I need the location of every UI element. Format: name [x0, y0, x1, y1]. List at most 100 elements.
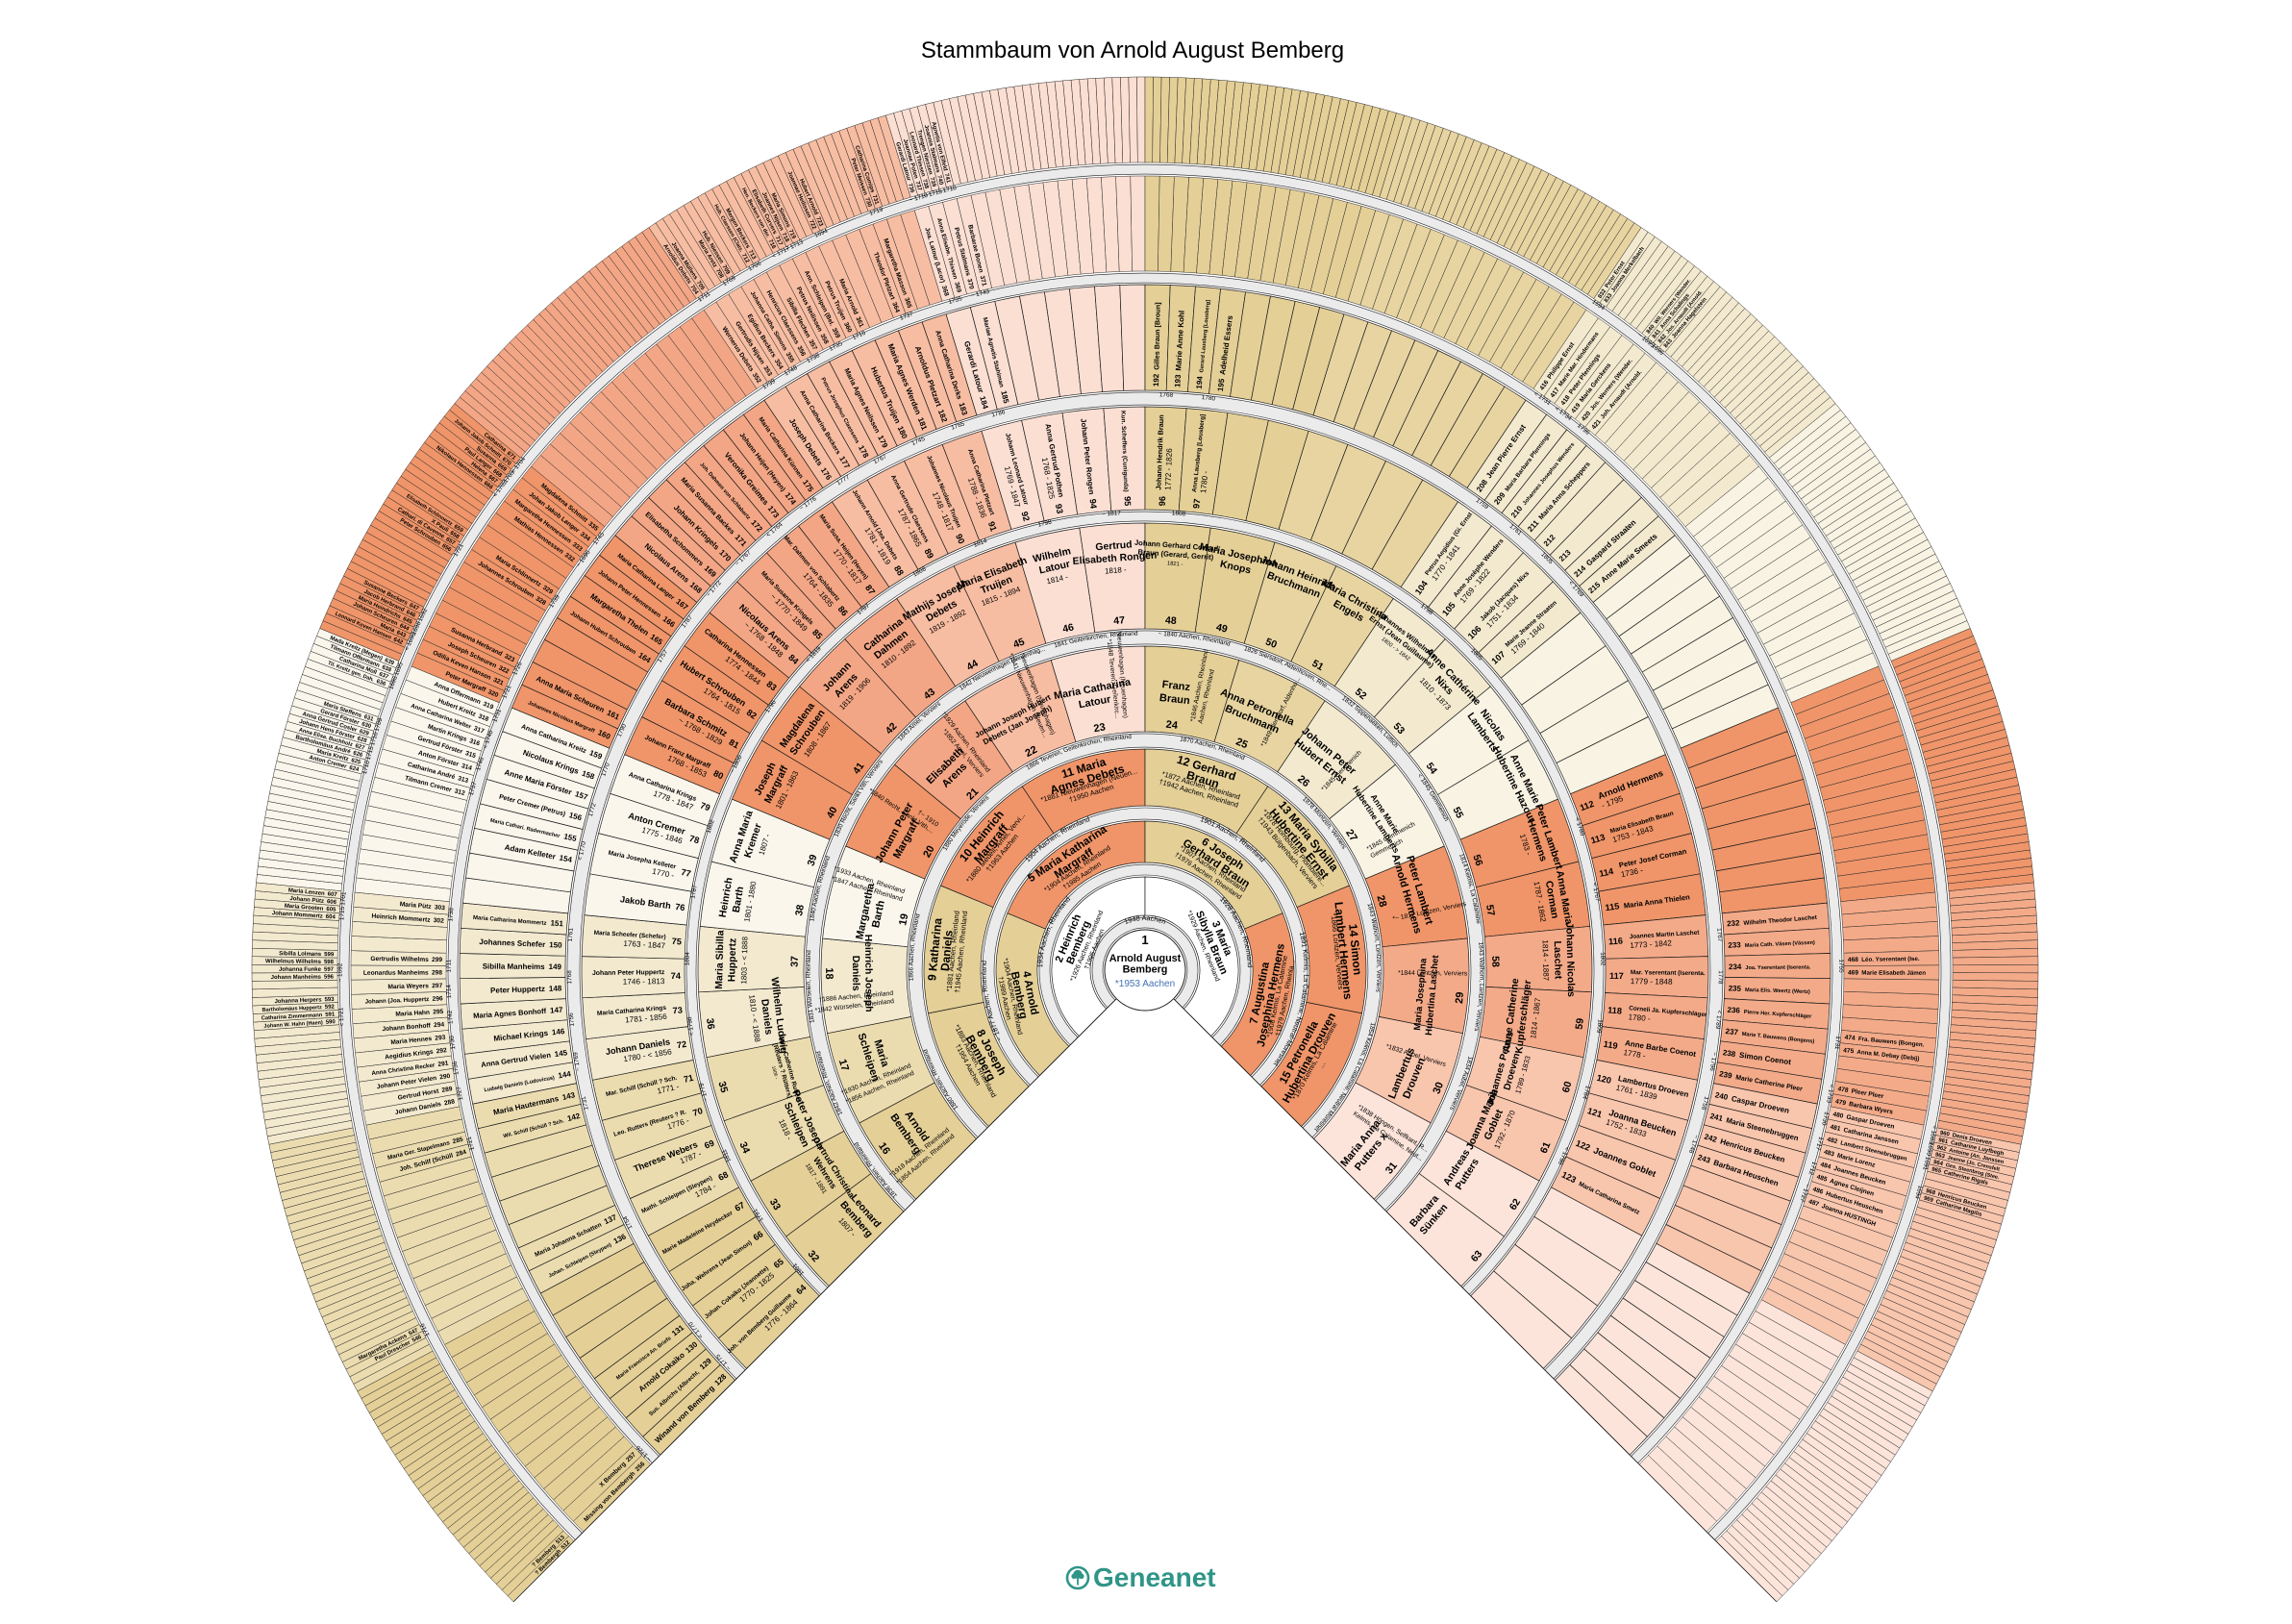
svg-text:1711: 1711: [446, 959, 453, 972]
svg-text:33: 33: [767, 1197, 783, 1212]
svg-text:19: 19: [897, 912, 910, 926]
svg-text:16: 16: [876, 1140, 892, 1157]
svg-text:Johann (Joa. Huppertz 296: Johann (Joa. Huppertz 296: [365, 995, 444, 1005]
svg-text:1831 Würselen, Rheinland: 1831 Würselen, Rheinland: [806, 950, 816, 1024]
svg-text:1821 -: 1821 -: [1167, 561, 1183, 567]
svg-text:20: 20: [921, 844, 936, 861]
svg-text:48: 48: [1165, 614, 1178, 627]
svg-text:1717: 1717: [1814, 1136, 1824, 1151]
svg-text:1814 - 1887: 1814 - 1887: [1541, 939, 1551, 981]
svg-text:Barth: Barth: [731, 886, 746, 913]
svg-text:1804: 1804: [685, 952, 691, 966]
svg-text:1809: 1809: [1595, 1019, 1604, 1034]
svg-text:1694: 1694: [1913, 1185, 1924, 1200]
svg-text:1: 1: [1141, 933, 1148, 947]
svg-text:Geneanet: Geneanet: [1093, 1562, 1216, 1592]
svg-text:Arnold August: Arnold August: [1109, 953, 1182, 964]
svg-text:23: 23: [1093, 721, 1107, 735]
svg-text:24: 24: [1165, 719, 1179, 732]
svg-text:1714: 1714: [446, 985, 453, 999]
svg-text:51: 51: [1310, 658, 1326, 673]
svg-text:< 1767: < 1767: [1591, 882, 1601, 902]
svg-text:1768: 1768: [1159, 391, 1174, 399]
svg-text:468 Léo. Yserentant (Ise.: 468 Léo. Yserentant (Ise.: [1848, 956, 1920, 963]
svg-text:31: 31: [1383, 1160, 1400, 1176]
svg-text:Stammbaum von Arnold August Be: Stammbaum von Arnold August Bemberg: [921, 37, 1344, 63]
svg-text:< 1789: < 1789: [1714, 1010, 1723, 1030]
svg-text:50: 50: [1264, 636, 1279, 650]
svg-text:30: 30: [1431, 1081, 1446, 1096]
svg-text:Gertrud: Gertrud: [1095, 539, 1133, 553]
svg-text:59: 59: [1574, 1017, 1586, 1030]
svg-text:1818 -: 1818 -: [1105, 565, 1128, 576]
svg-text:1719: 1719: [869, 206, 884, 217]
svg-text:44: 44: [964, 658, 980, 673]
svg-text:1786: 1786: [991, 409, 1007, 419]
svg-text:1768: 1768: [566, 970, 573, 985]
svg-text:469 Marie Elisabeth Jämen: 469 Marie Elisabeth Jämen: [1848, 970, 1926, 977]
svg-text:1772: 1772: [587, 802, 598, 817]
svg-text:Johann Bonhoff 294: Johann Bonhoff 294: [382, 1021, 445, 1033]
svg-text:Maria Weyers 297: Maria Weyers 297: [387, 983, 442, 990]
svg-text:*1953 Aachen: *1953 Aachen: [1115, 979, 1175, 989]
svg-text:< 1683: < 1683: [1928, 1124, 1938, 1144]
svg-text:18: 18: [823, 967, 835, 979]
svg-text:Catharina Zimmermann 591: Catharina Zimmermann 591: [262, 1012, 336, 1021]
svg-text:Maria Grooten 605: Maria Grooten 605: [285, 904, 337, 913]
svg-text:~ 1716: ~ 1716: [937, 185, 958, 196]
svg-text:45: 45: [1011, 636, 1026, 650]
svg-text:~ 1796: ~ 1796: [1708, 1052, 1718, 1072]
svg-text:1738: 1738: [447, 907, 455, 921]
svg-text:40: 40: [825, 805, 840, 820]
svg-text:< 1798: < 1798: [686, 1016, 695, 1037]
svg-text:25: 25: [1234, 736, 1250, 751]
svg-text:35: 35: [716, 1080, 731, 1094]
svg-text:1691: 1691: [1921, 1156, 1931, 1171]
svg-text:1727: 1727: [456, 1086, 464, 1101]
svg-text:55: 55: [1450, 805, 1465, 820]
svg-text:39: 39: [806, 853, 820, 867]
svg-text:1761: 1761: [567, 927, 575, 941]
svg-text:1755: 1755: [1837, 959, 1844, 973]
svg-text:74Johann Peter Huppertz1746 -: 74Johann Peter Huppertz1746 - 1813: [592, 969, 682, 987]
svg-text:1746: 1746: [475, 756, 486, 771]
svg-text:1735: 1735: [948, 295, 963, 306]
svg-text:27: 27: [1343, 828, 1359, 844]
svg-text:29: 29: [1454, 991, 1466, 1004]
svg-text:62: 62: [1507, 1196, 1523, 1212]
svg-text:1758: 1758: [1700, 1096, 1709, 1112]
svg-text:60: 60: [1560, 1080, 1575, 1094]
svg-text:1765: 1765: [950, 420, 965, 431]
svg-text:234 Joa. Yserentant (Iserenta.: 234 Joa. Yserentant (Iserenta.: [1729, 962, 1811, 972]
svg-text:< 1770: < 1770: [577, 840, 587, 861]
svg-text:56: 56: [1470, 853, 1484, 867]
svg-text:1778: 1778: [1717, 970, 1724, 985]
svg-text:1731: 1731: [581, 1095, 590, 1111]
svg-text:1802: 1802: [706, 818, 716, 834]
svg-text:17: 17: [836, 1058, 851, 1072]
svg-text:~ 1692: ~ 1692: [337, 962, 344, 982]
svg-text:14 Simon: 14 Simon: [1346, 923, 1364, 975]
svg-text:Wilhelmus Wilhelms 598: Wilhelmus Wilhelms 598: [265, 959, 335, 965]
svg-text:1808: 1808: [1172, 510, 1186, 517]
svg-text:22: 22: [1023, 744, 1038, 760]
svg-text:Johann W. Hahn (Haen) 590: Johann W. Hahn (Haen) 590: [263, 1019, 336, 1030]
svg-text:192 Gilles Braun [Broun]: 192 Gilles Braun [Broun]: [1152, 302, 1162, 387]
svg-text:Johannes Schefer 150: Johannes Schefer 150: [479, 937, 562, 950]
svg-text:1730: 1730: [1820, 1112, 1830, 1127]
svg-text:46: 46: [1061, 621, 1075, 635]
svg-text:1802: 1802: [1599, 952, 1606, 966]
svg-text:~ 1743: ~ 1743: [970, 288, 990, 300]
svg-text:Peter Huppertz 148: Peter Huppertz 148: [490, 984, 562, 994]
svg-text:1798: 1798: [1037, 519, 1053, 529]
svg-text:1730: 1730: [449, 1035, 457, 1049]
svg-text:1784: 1784: [1581, 1085, 1591, 1100]
svg-text:Gertrudis Wilhelms 299: Gertrudis Wilhelms 299: [370, 956, 442, 963]
svg-text:Daniels: Daniels: [759, 998, 774, 1036]
svg-text:Laschet: Laschet: [1552, 940, 1564, 979]
svg-text:Heinrich Joseph: Heinrich Joseph: [862, 935, 874, 1012]
svg-text:Maria Hahn 295: Maria Hahn 295: [395, 1009, 443, 1018]
svg-text:1742: 1742: [447, 1010, 455, 1024]
svg-text:9 Katharina: 9 Katharina: [925, 917, 944, 982]
svg-text:49: 49: [1215, 621, 1229, 635]
